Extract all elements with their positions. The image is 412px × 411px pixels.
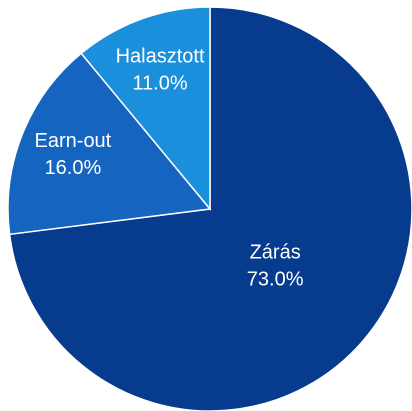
slice-label: Halasztott	[116, 46, 205, 68]
pie-slice	[80, 6, 211, 212]
slice-label: Zárás	[250, 242, 301, 264]
slice-value: 11.0%	[132, 73, 187, 95]
slice-value: 16.0%	[45, 157, 102, 179]
slice-label: Earn-out	[35, 130, 112, 152]
slice-value: 73.0%	[247, 269, 304, 291]
pie-slice	[7, 52, 212, 236]
